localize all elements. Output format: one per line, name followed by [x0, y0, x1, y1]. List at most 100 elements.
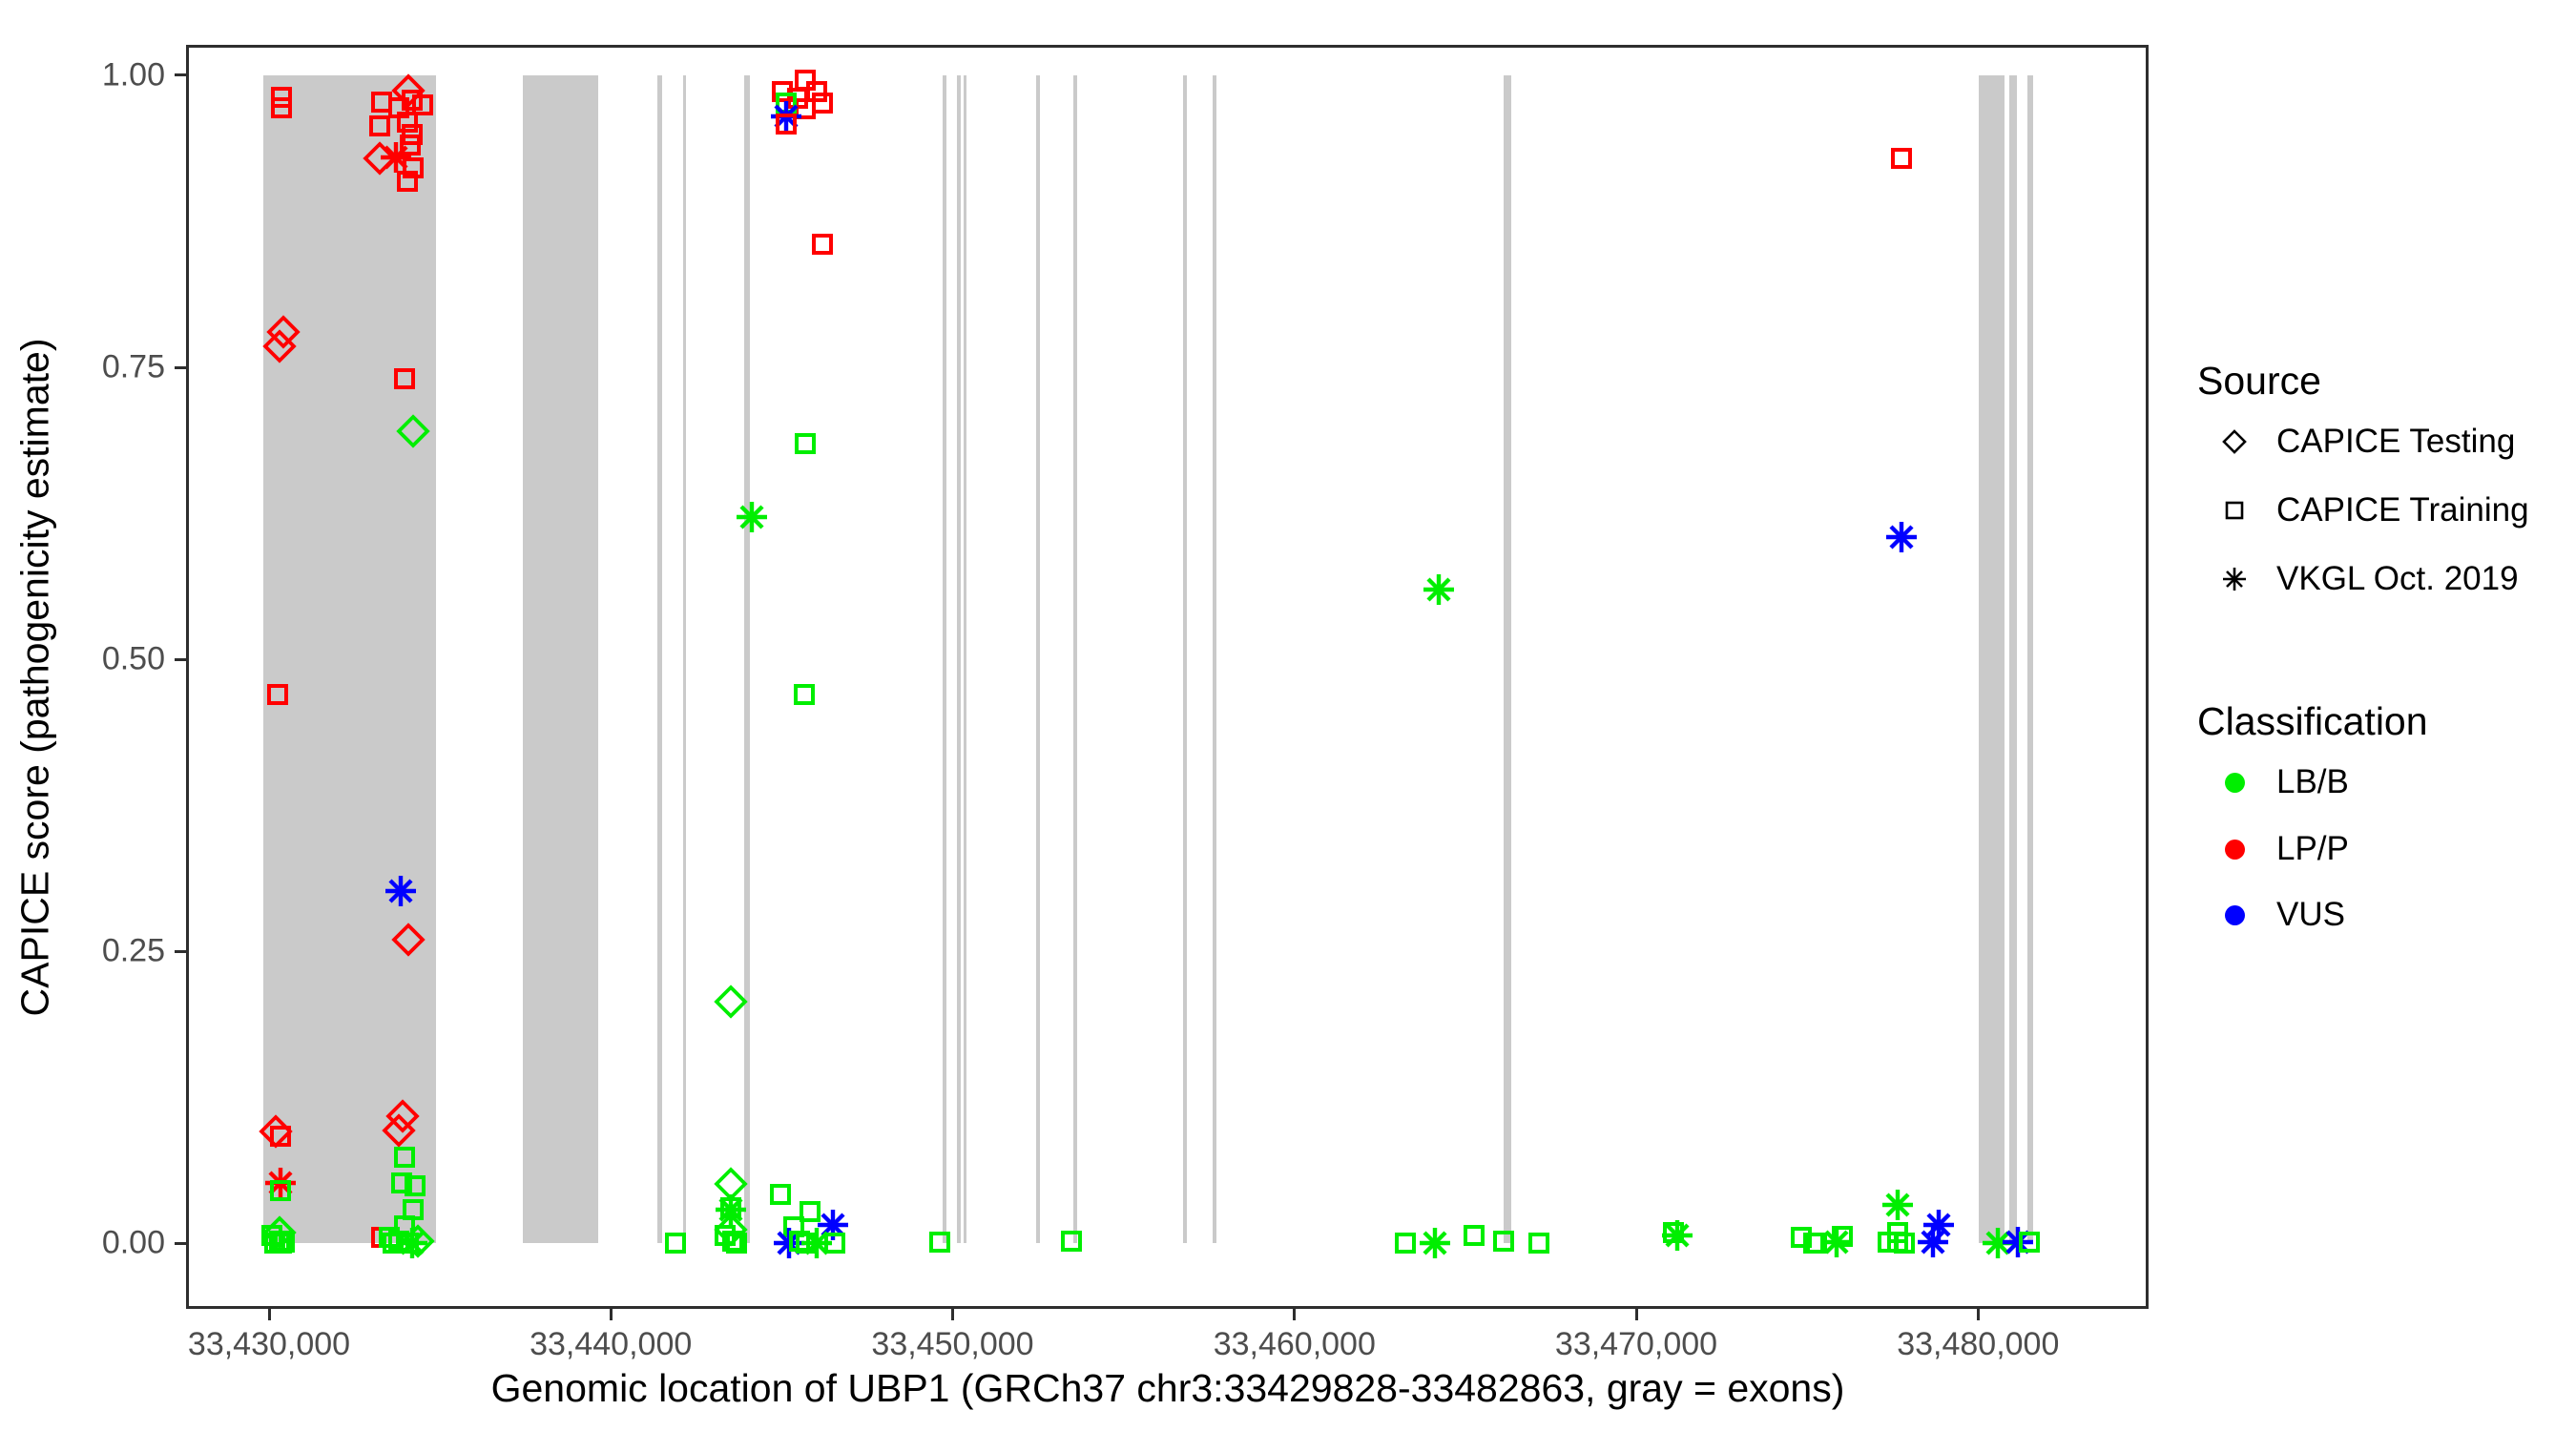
data-point-capice-testing [266, 315, 301, 349]
data-point-vkgl [1418, 1226, 1452, 1260]
data-point-capice-training [787, 1229, 813, 1255]
data-point-vkgl [714, 1192, 748, 1227]
x-tick-label: 33,440,000 [530, 1326, 693, 1362]
data-point-capice-training [793, 1231, 819, 1256]
data-point-capice-training [268, 1178, 294, 1204]
data-point-vkgl [1916, 1225, 1950, 1259]
square-legend-icon [2206, 494, 2263, 527]
data-point-vkgl [1819, 1225, 1854, 1259]
data-point-capice-training [1461, 1222, 1486, 1248]
y-tick-label: 0.00 [101, 1224, 165, 1261]
exon-band [964, 74, 967, 1244]
exon-band [1213, 74, 1216, 1244]
data-point-capice-training [391, 1144, 417, 1170]
data-point-capice-training [793, 430, 819, 456]
exon-band [1183, 74, 1187, 1244]
legend-item-capice-training: CAPICE Training [2206, 491, 2529, 529]
x-tick-mark [1976, 1309, 1980, 1320]
lpp-color-dot-icon [2206, 839, 2263, 860]
data-point-capice-training [792, 681, 818, 707]
data-point-capice-training [397, 133, 423, 158]
data-point-capice-training [803, 79, 829, 105]
data-point-capice-training [1058, 1229, 1084, 1255]
data-point-capice-training [724, 1231, 750, 1256]
data-point-capice-training [400, 155, 426, 180]
exon-band [1504, 74, 1511, 1244]
x-tick-label: 33,470,000 [1554, 1326, 1718, 1362]
data-point-capice-testing [262, 329, 297, 363]
y-tick-label: 0.50 [101, 640, 165, 677]
x-tick-mark [1293, 1309, 1297, 1320]
data-point-capice-training [268, 1123, 294, 1149]
exon-band [656, 74, 662, 1244]
diamond-legend-icon [2206, 425, 2263, 458]
data-point-capice-training [409, 92, 435, 117]
data-point-capice-training [2016, 1230, 2042, 1255]
y-tick-mark [175, 73, 186, 77]
data-point-capice-testing [391, 923, 426, 957]
data-point-capice-training [391, 366, 417, 392]
x-tick-label: 33,450,000 [871, 1326, 1034, 1362]
legend-item-vkgl: VKGL Oct. 2019 [2206, 560, 2519, 598]
data-point-capice-training [774, 112, 800, 137]
exon-band [957, 74, 962, 1244]
exon-band [2008, 74, 2017, 1244]
data-point-capice-testing [396, 414, 430, 448]
data-point-capice-training [1491, 1229, 1517, 1255]
legend-classification-title: Classification [2197, 699, 2428, 743]
x-tick-label: 33,480,000 [1897, 1326, 2060, 1362]
data-point-capice-training [381, 1231, 406, 1256]
lbb-color-dot-icon [2206, 772, 2263, 793]
y-tick-mark [175, 949, 186, 953]
data-point-capice-training [367, 113, 393, 138]
data-point-capice-training [926, 1230, 952, 1255]
data-point-vkgl [384, 874, 418, 908]
y-tick-mark [175, 1241, 186, 1245]
data-point-capice-testing [714, 985, 748, 1019]
data-point-capice-training [663, 1231, 689, 1256]
y-tick-label: 0.25 [101, 932, 165, 969]
exon-band [744, 74, 751, 1244]
data-point-vkgl [735, 500, 769, 534]
data-point-capice-training [395, 109, 421, 135]
legend-item-vus: VUS [2206, 896, 2345, 934]
data-point-vkgl [1880, 1188, 1915, 1222]
data-point-capice-training [1891, 1231, 1917, 1256]
exon-band [682, 74, 686, 1244]
data-point-vkgl [1660, 1218, 1694, 1253]
y-tick-mark [175, 365, 186, 369]
y-tick-label: 0.75 [101, 348, 165, 385]
exon-band [1978, 74, 2005, 1244]
asterisk-legend-icon [2206, 563, 2263, 595]
data-point-capice-testing [262, 1215, 297, 1251]
data-point-capice-training [810, 232, 836, 258]
data-point-capice-training [797, 1199, 822, 1225]
data-point-vkgl [1422, 572, 1456, 607]
data-point-capice-training [1526, 1231, 1551, 1256]
data-point-capice-training [403, 1173, 428, 1199]
legend-item-lpp: LP/P [2206, 830, 2349, 868]
x-tick-mark [951, 1309, 954, 1320]
data-point-capice-training [719, 1229, 745, 1255]
data-point-capice-testing [385, 1099, 420, 1133]
data-point-capice-training [395, 169, 421, 195]
data-point-capice-training [793, 96, 819, 122]
data-point-capice-training [767, 1182, 793, 1208]
y-tick-mark [175, 657, 186, 661]
data-point-capice-training [821, 1231, 847, 1256]
exon-band [943, 74, 946, 1244]
legend-source-title: Source [2197, 359, 2321, 403]
exon-band [262, 74, 437, 1244]
data-point-capice-training [268, 95, 294, 121]
legend-item-capice-testing: CAPICE Testing [2206, 423, 2515, 461]
x-tick-mark [1634, 1309, 1638, 1320]
data-point-capice-training [1888, 145, 1914, 171]
exon-band [1035, 74, 1040, 1244]
x-tick-mark [267, 1309, 271, 1320]
exon-band [2026, 74, 2033, 1244]
y-tick-label: 1.00 [101, 56, 165, 93]
y-axis-title: CAPICE score (pathogenicity estimate) [12, 338, 57, 1017]
data-point-capice-training [264, 681, 290, 707]
x-tick-mark [609, 1309, 613, 1320]
exon-band [523, 74, 598, 1244]
